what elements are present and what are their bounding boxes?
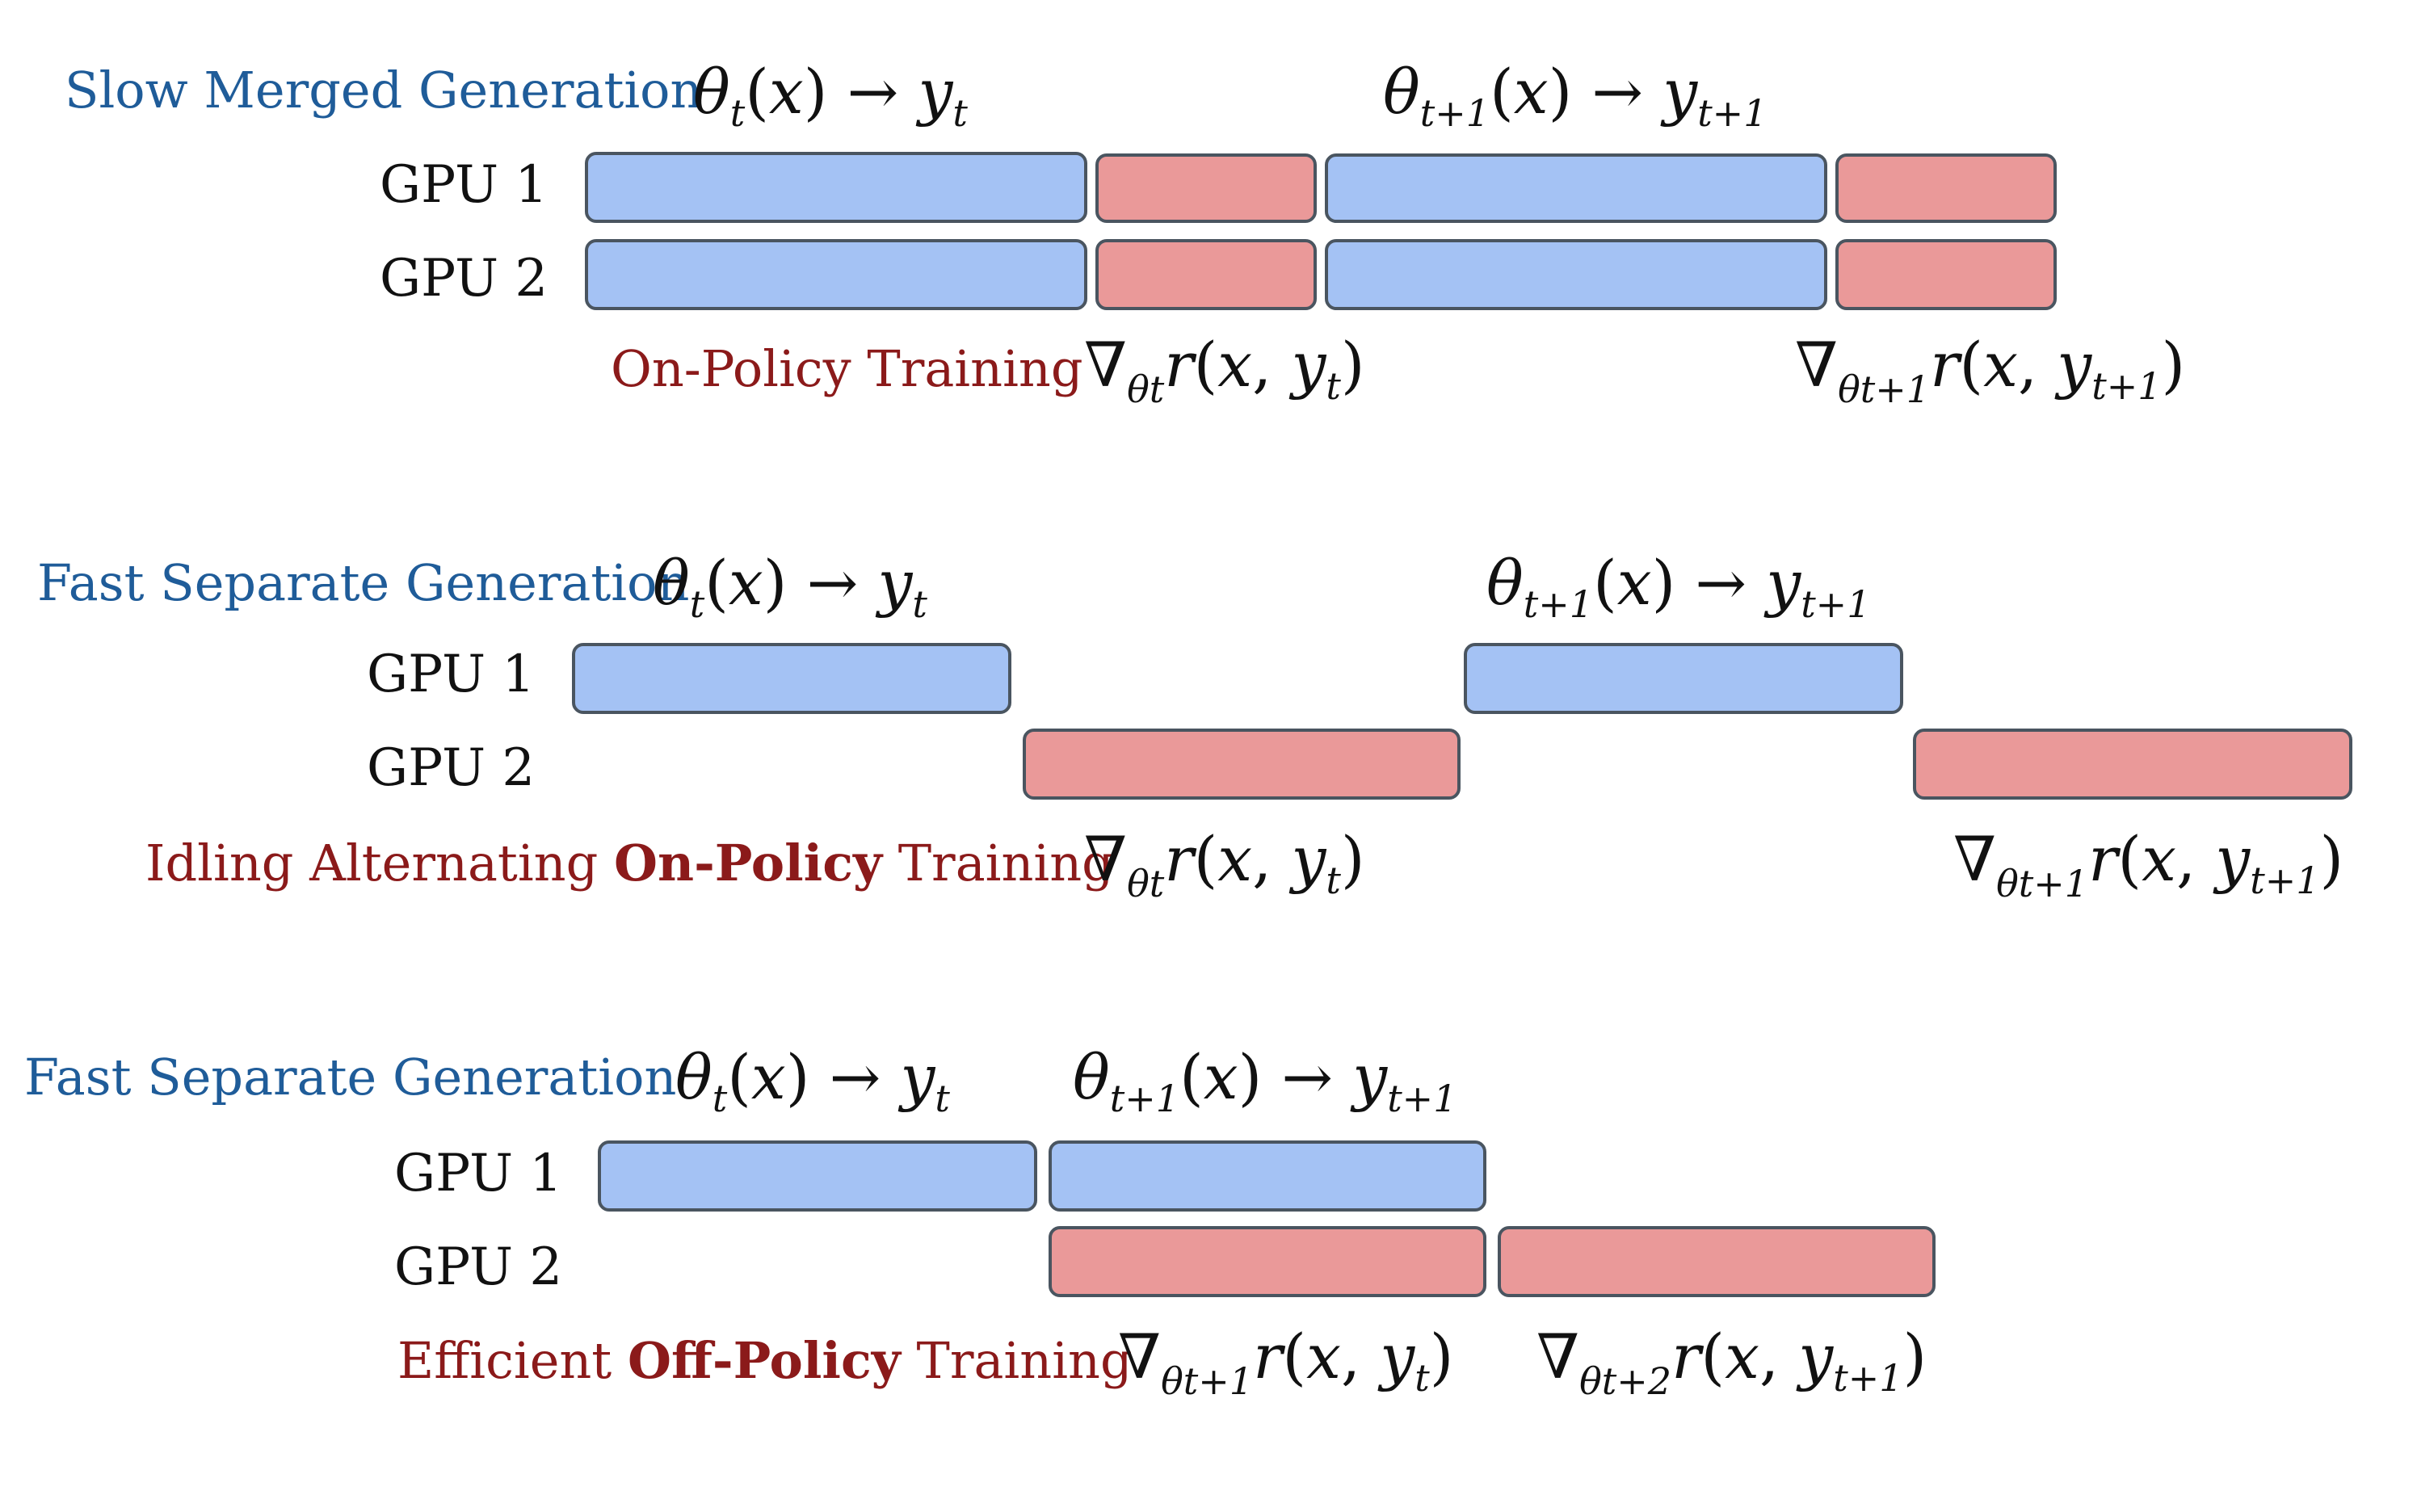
panel-1-gpu-2-training-bar-2 [1835, 239, 2057, 310]
panel-1-gpu-1-training-bar-2 [1835, 153, 2057, 223]
panel-2-gpu-1-generation-bar-2 [1464, 643, 1903, 714]
panel-2-train-label-1: ∇θtr(x, yt) [1084, 823, 1365, 905]
panel-2-gen-label-2: θt+1(x) → yt+1 [1486, 547, 1870, 626]
panel-3-gpu-1-generation-bar-2 [1049, 1140, 1486, 1212]
panel-1-training-title: On-Policy Training [611, 339, 1083, 398]
panel-2-gpu-1-generation-bar-1 [572, 643, 1011, 714]
panel-1-gen-label-2: θt+1(x) → yt+1 [1383, 56, 1767, 135]
panel-2-gpu-1-label: GPU 1 [367, 645, 535, 704]
panel-slow-merged: Slow Merged Generation θt(x) → yt θt+1(x… [65, 56, 2185, 411]
panel-3-gpu-2-training-bar-1 [1049, 1226, 1486, 1297]
panel-3-gpu-1-label: GPU 1 [394, 1144, 562, 1203]
panel-2-gpu-2-label: GPU 2 [367, 738, 535, 798]
panel-2-generation-title: Fast Separate Generation [37, 553, 689, 612]
panel-1-gpu-2-label: GPU 2 [380, 249, 548, 309]
panel-3-gen-label-2: θt+1(x) → yt+1 [1073, 1041, 1457, 1120]
panel-1-train-label-1: ∇θtr(x, yt) [1084, 329, 1365, 411]
panel-1-gpu-1-generation-bar-1 [585, 152, 1087, 223]
panel-2-gpu-2-training-bar-1 [1023, 729, 1461, 800]
panel-3-train-label-2: ∇θt+2r(x, yt+1) [1536, 1321, 1927, 1403]
panel-3-gpu-1-generation-bar-1 [598, 1140, 1037, 1212]
panel-1-gpu-1-label: GPU 1 [380, 155, 548, 215]
panel-fast-separate-off-policy: Fast Separate Generation θt(x) → yt θt+1… [24, 1041, 1936, 1403]
panel-1-gpu-2-training-bar-1 [1095, 239, 1317, 310]
panel-1-gpu-2-generation-bar-1 [585, 239, 1087, 310]
panel-1-gpu-2-generation-bar-2 [1325, 239, 1827, 310]
panel-1-gen-label-1: θt(x) → yt [693, 56, 968, 135]
panel-2-gpu-2-training-bar-2 [1913, 729, 2352, 800]
panel-2-train-label-2: ∇θt+1r(x, yt+1) [1953, 823, 2343, 905]
panel-1-gpu-1-generation-bar-2 [1325, 153, 1827, 223]
panel-3-generation-title: Fast Separate Generation [24, 1048, 676, 1107]
panel-1-train-label-2: ∇θt+1r(x, yt+1) [1795, 329, 2185, 411]
panel-2-gen-label-1: θt(x) → yt [653, 547, 927, 626]
panel-3-train-label-1: ∇θt+1r(x, yt) [1118, 1321, 1453, 1403]
panel-1-gpu-1-training-bar-1 [1095, 153, 1317, 223]
panel-1-generation-title: Slow Merged Generation [65, 61, 702, 120]
panel-2-training-title: Idling Alternating On-Policy Training [145, 834, 1114, 892]
panel-3-training-title: Efficient Off-Policy Training [397, 1331, 1133, 1390]
panel-3-gpu-2-label: GPU 2 [394, 1237, 562, 1297]
panel-3-gpu-2-training-bar-2 [1498, 1226, 1936, 1297]
panel-3-gen-label-1: θt(x) → yt [675, 1041, 950, 1120]
panel-fast-separate-idling: Fast Separate Generation θt(x) → yt θt+1… [37, 547, 2352, 905]
